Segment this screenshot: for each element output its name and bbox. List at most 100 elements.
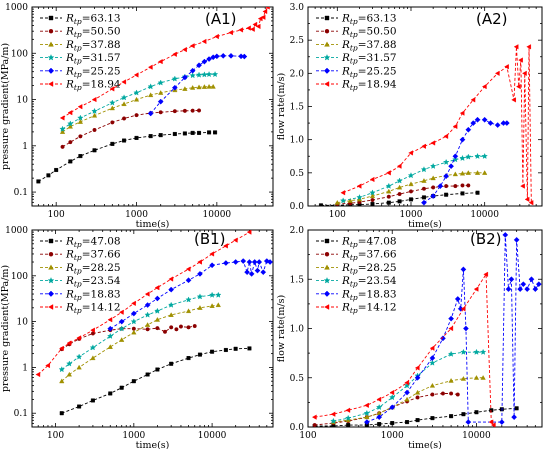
data-point [59,115,65,121]
data-point [134,113,139,118]
data-point [498,419,505,425]
series-line-1 [62,110,200,148]
y-tick-label: 1 [22,142,28,152]
data-point [133,89,140,96]
legend-value: =14.12 [82,302,121,314]
y-axis-label: flow rate(m/s) [276,295,287,362]
data-point [66,340,72,346]
series-group [311,232,542,427]
legend-entry: Rtp=50.50 [65,26,121,40]
data-point [442,158,450,165]
data-point [421,178,427,183]
legend-var: R [341,52,350,64]
data-point [474,410,479,415]
data-point [524,196,530,203]
y-tick-label: 2.5 [290,36,305,46]
legend-subscript: tp [350,253,358,262]
x-tick-label: 10000 [198,431,227,441]
legend-var: R [341,249,350,261]
data-point [396,163,402,169]
x-tick-label: 100 [299,431,316,441]
data-point [240,258,247,264]
legend-var: R [341,26,350,38]
data-point [363,419,370,425]
data-point [92,127,97,132]
data-point [154,317,161,322]
x-axis-label: time(s) [136,440,170,449]
data-point [481,152,488,159]
data-point [330,411,336,417]
series-group [35,230,273,416]
data-point [459,110,465,116]
data-point [404,389,410,396]
legend-entry: Rtp=50.50 [341,26,397,40]
data-point [526,44,532,50]
data-point [172,109,177,114]
legend-marker [48,252,54,257]
legend-marker [324,238,330,244]
data-point [459,136,466,143]
data-point [465,170,471,175]
legend-value: =47.08 [358,236,397,248]
legend-subscript: tp [74,306,82,315]
data-point [504,64,509,70]
data-point [246,259,253,265]
data-point [465,126,472,133]
legend-var: R [341,262,350,274]
data-point [110,120,115,125]
data-point [430,193,437,199]
data-point [197,352,202,357]
legend-marker [47,277,55,284]
data-point [197,271,203,277]
data-point [181,74,188,81]
data-point [256,259,263,265]
data-point [144,311,151,318]
data-point [172,51,177,57]
data-point [386,170,391,176]
data-point [524,286,531,292]
data-point [209,262,215,269]
legend-marker [48,304,54,310]
legend-subscript: tp [74,30,82,39]
data-point [369,176,375,183]
data-point [267,259,273,265]
data-point [109,105,115,111]
x-tick-label: 100 [47,431,64,441]
data-point [502,232,509,238]
data-point [385,182,392,189]
data-point [178,324,183,329]
data-point [405,420,410,425]
data-point [232,237,238,243]
data-point [460,306,466,312]
data-point [459,154,466,161]
data-point [154,285,160,291]
legend-value: =18.83 [358,288,397,300]
data-point [147,110,154,117]
data-point [157,58,163,65]
data-point [449,414,454,419]
x-tick-label: 1000 [400,210,423,220]
legend-subscript: tp [74,70,82,79]
legend-value: =47.08 [82,236,121,248]
legend-var: R [341,275,350,287]
data-point [162,329,167,334]
legend-var: R [65,39,74,51]
x-tick-label: 1000 [381,431,404,441]
data-point [192,324,197,329]
data-point [363,409,371,416]
data-point [528,200,534,206]
data-point [223,347,228,352]
data-point [157,98,164,105]
data-point [460,266,467,273]
data-point [265,7,270,10]
legend-marker [47,54,55,61]
series-line-5 [37,231,250,375]
data-point [169,361,174,366]
y-tick-label: 1.5 [290,103,305,113]
data-point [144,302,151,308]
legend-subscript: tp [350,240,358,249]
data-point [429,345,435,351]
legend-marker [48,238,54,244]
data-point [455,392,460,397]
data-point [339,197,347,204]
